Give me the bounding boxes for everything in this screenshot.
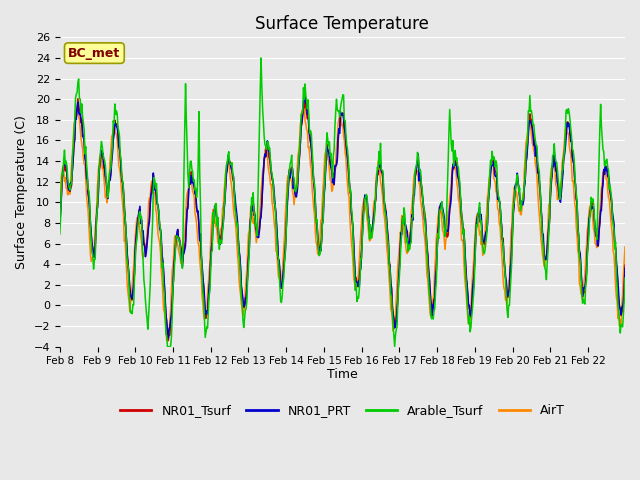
NR01_Tsurf [429, 302, 437, 308]
Line: AirT: AirT [60, 105, 625, 341]
AirT [621, 244, 629, 250]
Arable_Tsurf [164, 344, 172, 349]
NR01_PRT [413, 161, 420, 167]
Text: BC_met: BC_met [68, 47, 120, 60]
AirT [212, 224, 220, 230]
NR01_PRT [429, 303, 437, 309]
AirT [182, 197, 190, 203]
NR01_PRT [212, 210, 220, 216]
Line: NR01_Tsurf: NR01_Tsurf [60, 99, 625, 341]
NR01_PRT [164, 335, 172, 341]
Y-axis label: Surface Temperature (C): Surface Temperature (C) [15, 115, 28, 269]
X-axis label: Time: Time [327, 368, 358, 381]
NR01_Tsurf [66, 189, 74, 194]
Arable_Tsurf [257, 55, 265, 61]
Arable_Tsurf [621, 275, 629, 281]
Arable_Tsurf [182, 116, 190, 122]
AirT [300, 102, 307, 108]
AirT [413, 168, 420, 174]
Arable_Tsurf [66, 187, 74, 193]
Line: NR01_PRT: NR01_PRT [60, 96, 625, 338]
NR01_PRT [301, 94, 309, 99]
AirT [429, 296, 437, 301]
Arable_Tsurf [429, 316, 437, 322]
NR01_Tsurf [74, 96, 82, 102]
AirT [56, 195, 63, 201]
NR01_Tsurf [56, 219, 63, 225]
Arable_Tsurf [212, 201, 220, 206]
NR01_PRT [66, 188, 74, 193]
Line: Arable_Tsurf: Arable_Tsurf [60, 58, 625, 347]
NR01_PRT [56, 223, 63, 228]
NR01_Tsurf [213, 219, 221, 225]
NR01_Tsurf [164, 338, 172, 344]
AirT [163, 338, 170, 344]
NR01_PRT [124, 263, 132, 269]
Legend: NR01_Tsurf, NR01_PRT, Arable_Tsurf, AirT: NR01_Tsurf, NR01_PRT, Arable_Tsurf, AirT [115, 399, 570, 422]
Arable_Tsurf [56, 231, 63, 237]
Arable_Tsurf [124, 264, 132, 270]
NR01_Tsurf [621, 263, 629, 268]
NR01_PRT [621, 265, 629, 271]
NR01_PRT [182, 222, 190, 228]
AirT [124, 292, 132, 298]
NR01_Tsurf [125, 274, 132, 279]
NR01_Tsurf [183, 205, 191, 211]
NR01_Tsurf [413, 164, 420, 169]
Title: Surface Temperature: Surface Temperature [255, 15, 429, 33]
AirT [66, 191, 74, 197]
Arable_Tsurf [413, 162, 420, 168]
